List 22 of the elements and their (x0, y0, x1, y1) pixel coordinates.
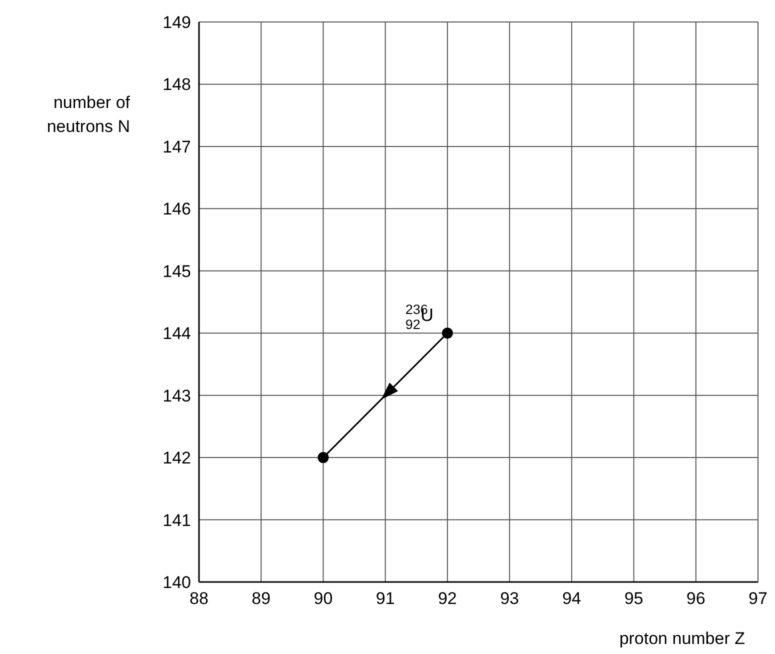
x-axis-title: proton number Z (619, 629, 745, 648)
x-tick-label: 88 (190, 589, 208, 608)
y-tick-label: 144 (162, 324, 191, 344)
y-tick-label: 142 (162, 448, 191, 468)
y-tick-label: 143 (162, 386, 191, 406)
x-tick-label: 95 (624, 589, 644, 608)
y-tick-label: 141 (162, 510, 191, 530)
y-tick-label: 149 (162, 13, 191, 32)
x-tick-label: 96 (686, 589, 706, 608)
y-axis-title: number of neutrons N (46, 93, 130, 136)
x-tick-label: 94 (562, 589, 582, 608)
x-tick-label: 89 (252, 589, 271, 608)
y-tick-label: 146 (162, 200, 191, 219)
y-tick-label: 140 (162, 573, 191, 592)
x-tick-label: 90 (314, 589, 333, 608)
y-tick-label: 148 (162, 75, 191, 94)
x-tick-label: 93 (500, 589, 520, 608)
x-tick-label: 91 (376, 589, 395, 608)
y-tick-label: 145 (162, 262, 191, 281)
x-tick-label: 97 (748, 589, 768, 608)
y-tick-label: 147 (162, 137, 191, 156)
x-tick-label: 92 (438, 589, 457, 608)
